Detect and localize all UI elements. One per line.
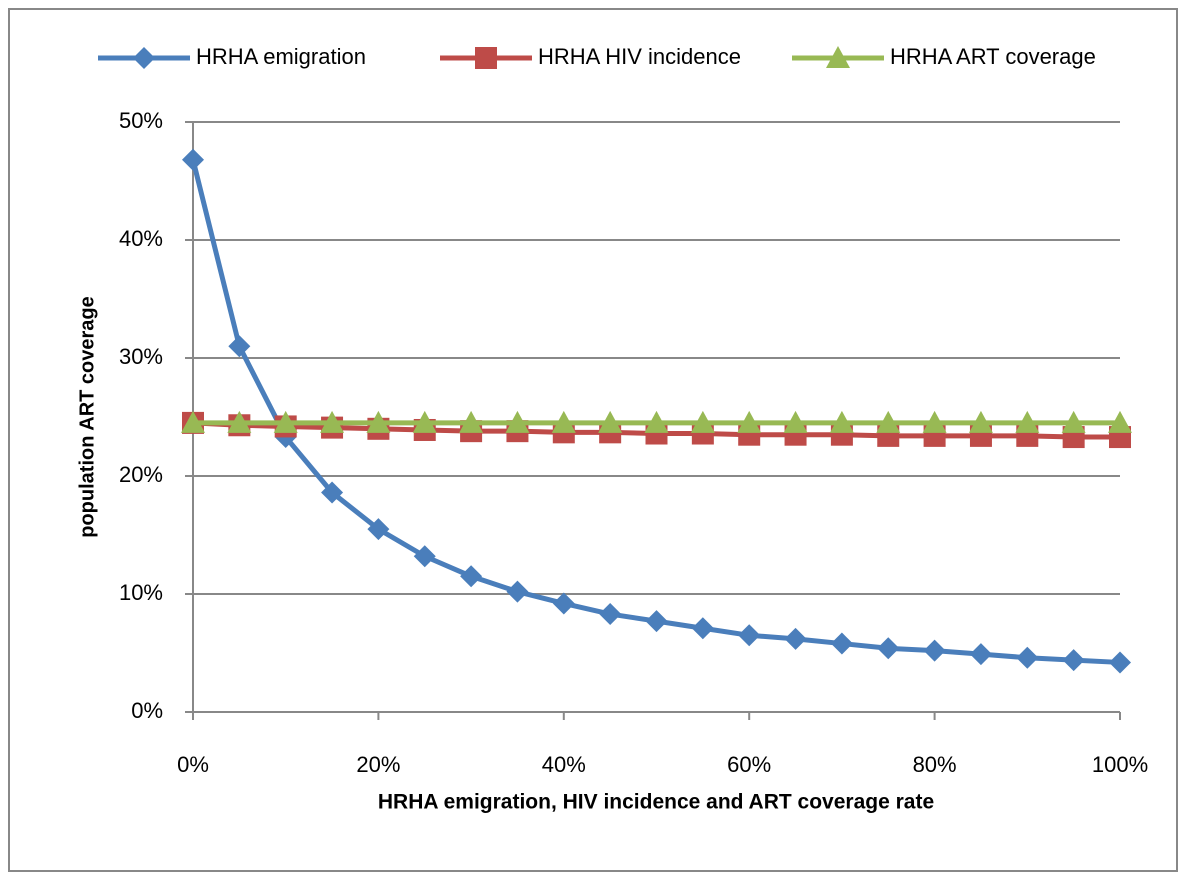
legend-label: HRHA HIV incidence <box>538 44 741 69</box>
chart-frame <box>8 8 1178 872</box>
data-point <box>459 410 484 433</box>
data-point <box>1016 646 1039 669</box>
data-point <box>969 643 992 666</box>
x-tick-label: 0% <box>177 752 209 777</box>
data-point <box>829 410 854 433</box>
legend-marker <box>826 46 850 68</box>
y-tick-label: 30% <box>119 344 163 369</box>
x-axis-title: HRHA emigration, HIV incidence and ART c… <box>378 791 934 814</box>
data-point <box>690 410 715 433</box>
data-point <box>783 410 808 433</box>
x-tick-label: 20% <box>356 752 400 777</box>
data-point <box>645 610 668 633</box>
data-point <box>412 410 437 433</box>
y-tick-label: 0% <box>131 698 163 723</box>
y-tick-label: 10% <box>119 580 163 605</box>
data-point <box>182 148 204 171</box>
data-point <box>552 592 575 615</box>
x-tick-label: 80% <box>913 752 957 777</box>
data-point <box>644 410 669 433</box>
data-point <box>830 632 853 655</box>
data-point <box>273 410 298 433</box>
y-tick-label: 50% <box>119 108 163 133</box>
data-point <box>1015 410 1040 433</box>
data-point <box>321 481 344 504</box>
data-point <box>877 637 900 660</box>
data-point <box>968 410 993 433</box>
data-point <box>551 410 576 433</box>
data-point <box>1061 410 1086 433</box>
data-point <box>598 410 623 433</box>
data-point <box>506 580 529 603</box>
y-tick-label: 20% <box>119 462 163 487</box>
data-point <box>691 617 714 640</box>
y-axis-title: population ART coverage <box>76 296 98 538</box>
data-point <box>1109 651 1131 674</box>
data-point <box>738 624 761 647</box>
data-point <box>876 410 901 433</box>
data-point <box>367 518 390 541</box>
data-point <box>923 639 946 662</box>
legend-marker <box>133 47 155 69</box>
data-point <box>505 410 530 433</box>
legend-label: HRHA emigration <box>196 44 366 69</box>
x-tick-label: 100% <box>1092 752 1148 777</box>
data-point <box>1062 649 1085 672</box>
data-point <box>413 545 436 568</box>
data-point <box>320 410 345 433</box>
data-point <box>227 410 252 433</box>
data-point <box>1108 410 1132 433</box>
x-tick-label: 40% <box>542 752 586 777</box>
data-point <box>784 627 807 650</box>
data-point <box>366 410 391 433</box>
data-point <box>737 410 762 433</box>
data-point <box>181 410 205 433</box>
legend-marker <box>475 47 497 69</box>
x-tick-label: 60% <box>727 752 771 777</box>
data-point <box>922 410 947 433</box>
y-tick-label: 40% <box>119 226 163 251</box>
data-point <box>228 335 251 358</box>
data-point <box>460 565 483 588</box>
data-point <box>599 603 622 626</box>
legend-label: HRHA ART coverage <box>890 44 1096 69</box>
